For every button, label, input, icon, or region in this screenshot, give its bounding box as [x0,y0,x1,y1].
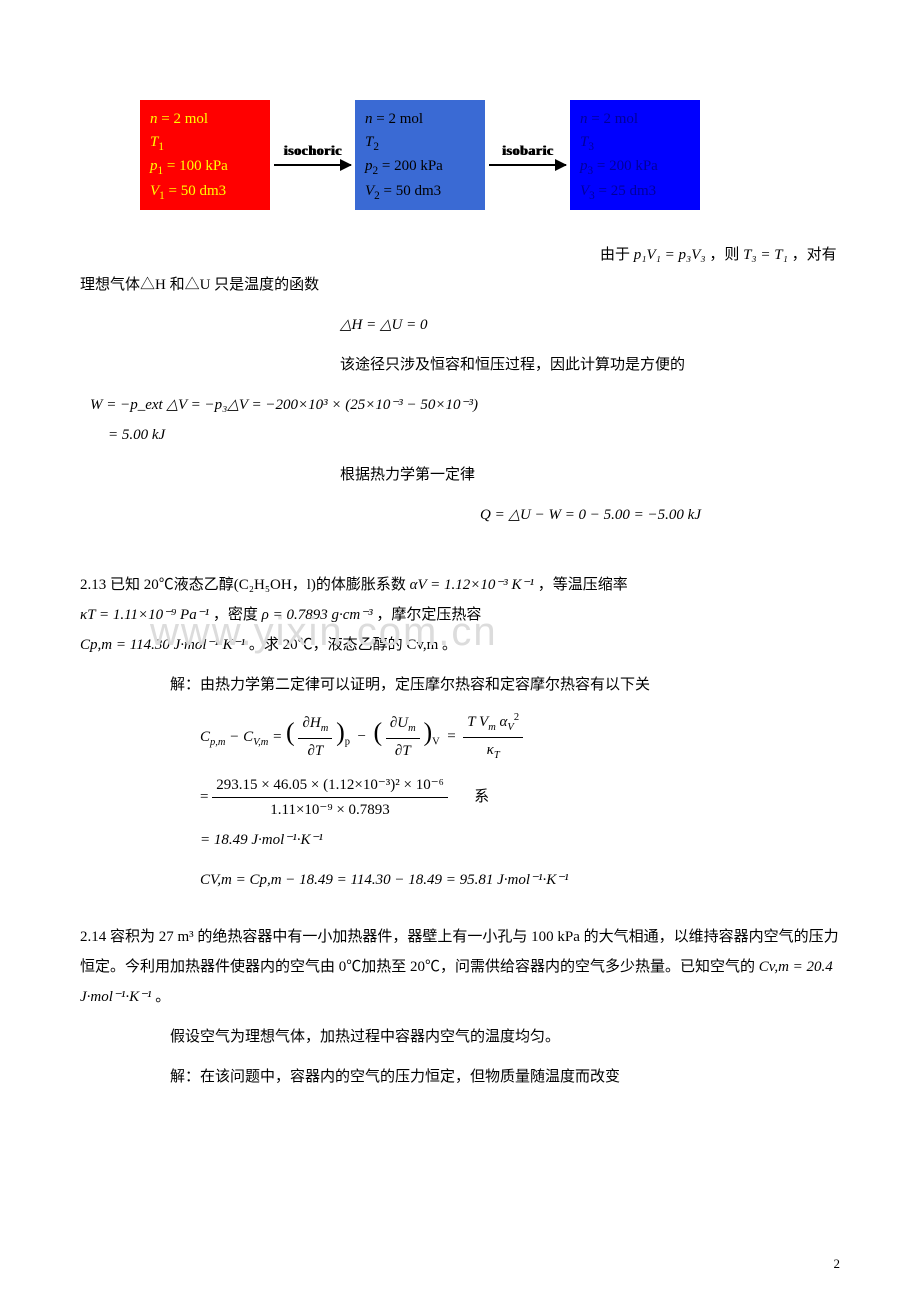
arrow2-label: isobaric [485,144,570,160]
eq-work-line1: W = −p_ext △V = −p₃△V = −200×10³ × (25×1… [90,390,840,420]
eq-hu-zero: △H = △U = 0 [340,310,840,340]
state-box-1: n = 2 mol T1 p1 = 100 kPa V1 = 50 dm3 [140,100,270,210]
problem-214: 2.14 容积为 27 m³ 的绝热容器中有一小加热器件，器壁上有一小孔与 10… [80,922,840,1012]
p213-intro-a: 2.13 已知 20℃液态乙醇(C₂H₅OH，l)的体膨胀系数 [80,577,406,593]
eq-t3t1: T₃ = T₁ [743,247,788,263]
p213-res1: = 18.49 J·mol⁻¹·K⁻¹ [200,828,840,852]
p213-rho: ρ = 0.7893 g·cm⁻³ [262,607,373,623]
p213-xi: 系 [474,789,489,805]
arrow1-label: isochoric [270,144,355,160]
page-number: 2 [834,1256,841,1272]
p213-sol-intro: 解：由热力学第二定律可以证明，定压摩尔热容和定容摩尔热容有以下关 [170,670,840,700]
p214-period: 。 [155,989,170,1005]
eq-p1v1: p₁V₁ = p₃V₃ [634,247,706,263]
text-mid: ，则 [709,247,739,263]
eq-work-line2: = 5.00 kJ [108,420,840,450]
eq-q: Q = △U − W = 0 − 5.00 = −5.00 kJ [480,500,840,530]
p213-rholabel: ，密度 [213,607,258,623]
p213-tail: 。求 20℃，液态乙醇的 Cv,m 。 [249,637,457,653]
arrow-isochoric: isochoric [270,144,355,166]
p213-alpha: αV = 1.12×10⁻³ K⁻¹ [410,577,534,593]
state-box-2: n = 2 mol T2 p2 = 200 kPa V2 = 50 dm3 [355,100,485,210]
arrow-isobaric: isobaric [485,144,570,166]
eq-work: W = −p_ext △V = −p₃△V = −200×10³ × (25×1… [90,390,840,450]
p214-sol: 解：在该问题中，容器内的空气的压力恒定，但物质量随温度而改变 [170,1062,840,1092]
p213-kappa: κT = 1.11×10⁻⁹ Pa⁻¹ [80,607,209,623]
p214-text1: 2.14 容积为 27 m³ 的绝热容器中有一小加热器件，器壁上有一小孔与 10… [80,929,839,975]
p213-equation-block: Cp,m − CV,m = ( ∂Hm∂T )p − ( ∂Um∂T )V = … [200,710,840,892]
para-path: 该途径只涉及恒容和恒压过程，因此计算功是方便的 [340,350,840,380]
p213-cv: CV,m = Cp,m − 18.49 = 114.30 − 18.49 = 9… [200,868,840,892]
p213-calc-num: 293.15 × 46.05 × (1.12×10⁻³)² × 10⁻⁶ [212,773,448,798]
p213-intro-b: ，等温压缩率 [538,577,628,593]
state-diagram: n = 2 mol T1 p1 = 100 kPa V1 = 50 dm3 is… [140,100,840,210]
text-prefix: 由于 [600,247,630,263]
p213-cp: Cp,m = 114.30 J·mol⁻¹·K⁻¹ [80,637,245,653]
problem-213: 2.13 已知 20℃液态乙醇(C₂H₅OH，l)的体膨胀系数 αV = 1.1… [80,570,840,660]
p213-cplabel: ，摩尔定压热容 [376,607,481,623]
para-pv-relation: 由于 p₁V₁ = p₃V₃ ，则 T₃ = T₁ ，对有理想气体△H 和△U … [80,240,840,300]
state-box-3: n = 2 mol T3 p3 = 200 kPa V3 = 25 dm3 [570,100,700,210]
p214-assume: 假设空气为理想气体，加热过程中容器内空气的温度均匀。 [170,1022,840,1052]
p213-calc-den: 1.11×10⁻⁹ × 0.7893 [212,798,448,822]
para-firstlaw: 根据热力学第一定律 [340,460,840,490]
